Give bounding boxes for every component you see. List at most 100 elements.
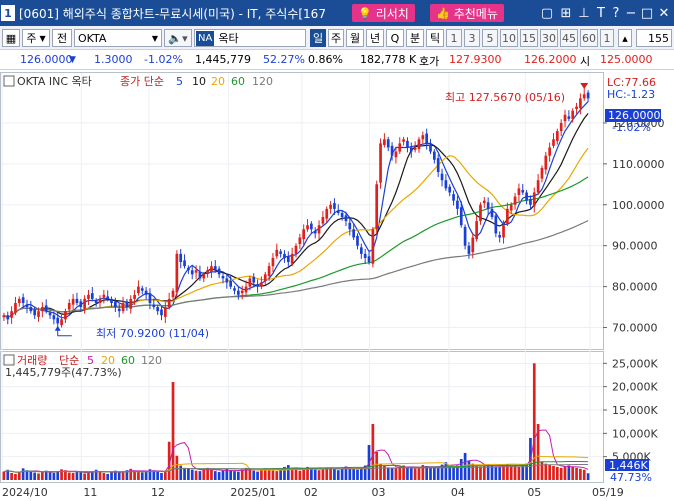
- speaker-icon[interactable]: 🔈▾: [164, 29, 192, 47]
- ma10-legend[interactable]: 10: [192, 75, 206, 88]
- candle-body: [271, 257, 275, 267]
- volume-bar: [582, 469, 586, 480]
- volume-bar: [406, 466, 409, 480]
- volume-bar: [294, 469, 298, 480]
- x-tick-label: 02: [304, 486, 318, 499]
- chart-area[interactable]: 70.0000 80.0000 90.0000 100.0000 110.0000 120…: [0, 72, 674, 501]
- ma5-legend[interactable]: 5: [176, 75, 183, 88]
- grid-icon[interactable]: ⊞: [560, 5, 572, 21]
- volume-bar: [41, 471, 44, 480]
- interval-45[interactable]: 45: [560, 29, 578, 47]
- candle-body: [563, 114, 567, 122]
- stock-name-field[interactable]: NA 옥타: [194, 29, 306, 47]
- minimize-icon[interactable]: −: [625, 5, 637, 21]
- maximize-icon[interactable]: □: [640, 5, 654, 21]
- candle-body: [44, 305, 48, 312]
- interval-spin[interactable]: ▴: [618, 29, 632, 47]
- tf-button-day[interactable]: 일: [310, 29, 326, 47]
- ma120-legend[interactable]: 120: [252, 75, 273, 88]
- candle-body: [17, 298, 21, 303]
- prev-button[interactable]: 전: [52, 29, 72, 47]
- candle-body: [14, 302, 17, 313]
- vol-ma20-legend[interactable]: 20: [101, 354, 115, 367]
- volume-bar: [525, 463, 528, 480]
- candle-body: [540, 167, 544, 179]
- candle-body: [114, 301, 117, 308]
- panel-icon[interactable]: [3, 75, 15, 87]
- tf-button-year[interactable]: 년: [366, 29, 384, 47]
- interval-30[interactable]: 30: [540, 29, 558, 47]
- vol-ma120-legend[interactable]: 120: [141, 354, 162, 367]
- interval-custom[interactable]: 1: [600, 29, 614, 47]
- volume-bar: [114, 470, 117, 480]
- close-icon[interactable]: ✕: [658, 5, 670, 21]
- candle-body: [171, 290, 175, 298]
- candle-body: [406, 140, 409, 148]
- count-input[interactable]: 155: [636, 29, 672, 47]
- candle-body: [517, 188, 521, 195]
- chart-type-icon[interactable]: ▦: [2, 29, 20, 47]
- pin-icon[interactable]: ⊥: [578, 5, 590, 21]
- text-icon[interactable]: T: [597, 5, 605, 21]
- interval-3[interactable]: 3: [464, 29, 480, 47]
- volume-bar: [344, 466, 348, 480]
- candle-body: [98, 298, 102, 303]
- tf-button-quarter[interactable]: Q: [386, 29, 404, 47]
- candle-body: [286, 256, 290, 263]
- interval-15[interactable]: 15: [520, 29, 538, 47]
- candle-body: [448, 186, 452, 193]
- interval-60[interactable]: 60: [580, 29, 598, 47]
- volume-bar: [167, 441, 171, 480]
- candle-body: [33, 309, 37, 316]
- period-select[interactable]: 주 ▼: [22, 29, 50, 47]
- volume-panel-icon[interactable]: [3, 354, 15, 366]
- candle-body: [306, 225, 309, 230]
- vol-ma5-legend[interactable]: 5: [87, 354, 94, 367]
- ma20-legend[interactable]: 20: [211, 75, 225, 88]
- tf-button-tick[interactable]: 틱: [426, 29, 444, 47]
- candle-body: [344, 215, 348, 222]
- tf-button-month[interactable]: 월: [346, 29, 364, 47]
- y-axis: 70.000080.000090.0000100.0000110.0000120…: [603, 117, 665, 464]
- volume-bar: [417, 466, 421, 480]
- current-price: 126.0000: [20, 53, 73, 66]
- x-axis: 2024/10 11 12 2025/01 02 03 04 05 05/19: [2, 486, 624, 499]
- research-button[interactable]: 💡 리서치: [352, 4, 415, 22]
- x-tick-label: 04: [451, 486, 465, 499]
- help-icon[interactable]: ?: [612, 5, 620, 21]
- symbol-input[interactable]: OKTA ▼: [74, 29, 162, 47]
- candle-body: [252, 276, 256, 283]
- candle-body: [386, 139, 390, 148]
- volume-bar: [567, 465, 571, 480]
- candle-body: [163, 307, 167, 317]
- volume-bar: [290, 467, 294, 480]
- candle-body: [548, 147, 551, 156]
- tf-button-week[interactable]: 주: [328, 29, 344, 47]
- volume-bar: [513, 466, 517, 480]
- candle-body: [160, 309, 163, 316]
- candle-body: [106, 296, 110, 299]
- vol-ma60-legend[interactable]: 60: [121, 354, 135, 367]
- interval-10[interactable]: 10: [500, 29, 518, 47]
- interval-5[interactable]: 5: [482, 29, 498, 47]
- interval-1[interactable]: 1: [446, 29, 462, 47]
- chart-svg[interactable]: 70.000080.000090.0000100.0000110.0000120…: [0, 72, 674, 501]
- candle-body: [187, 267, 190, 271]
- restore-icon[interactable]: ▢: [540, 5, 554, 21]
- volume-bar: [179, 465, 183, 480]
- ma60-legend[interactable]: 60: [231, 75, 245, 88]
- candle-body: [310, 223, 313, 230]
- recommend-menu-button[interactable]: 👍 추천메뉴: [430, 4, 504, 22]
- volume-bar: [325, 467, 329, 480]
- volume-bar: [563, 466, 567, 480]
- change-percent: -1.02%: [144, 53, 183, 66]
- candle-body: [267, 266, 271, 276]
- candle-body: [371, 229, 375, 264]
- volume-bar: [187, 468, 190, 480]
- volume-y-tick: 15,000K: [612, 404, 658, 417]
- volume-bar: [171, 382, 175, 480]
- candle-body: [579, 98, 582, 109]
- candle-body: [183, 260, 186, 267]
- volume-bar: [21, 468, 25, 480]
- tf-button-minute[interactable]: 분: [406, 29, 424, 47]
